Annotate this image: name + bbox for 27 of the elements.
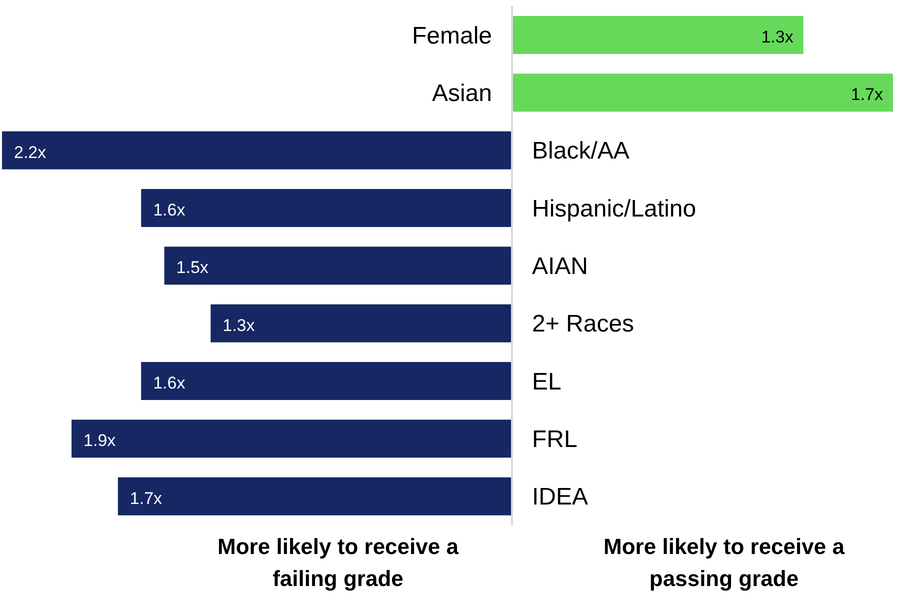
data-label: 1.5x bbox=[176, 258, 209, 278]
y-tick-label: EL bbox=[532, 368, 562, 396]
y-tick-label: Asian bbox=[432, 80, 492, 108]
data-label: 1.7x bbox=[130, 488, 163, 508]
data-label: 1.6x bbox=[153, 200, 186, 220]
y-tick-label: Female bbox=[412, 22, 492, 50]
bar bbox=[210, 304, 512, 342]
bar bbox=[141, 362, 512, 400]
bar bbox=[2, 131, 512, 170]
bar bbox=[72, 420, 512, 458]
y-tick-label: 2+ Races bbox=[532, 310, 634, 338]
data-label: 1.3x bbox=[761, 28, 794, 46]
x-axis-title: More likely to receive a passing grade bbox=[602, 533, 846, 593]
y-tick-label: Black/AA bbox=[532, 138, 630, 165]
data-label: 1.7x bbox=[850, 85, 884, 104]
data-label: 1.3x bbox=[222, 316, 256, 335]
data-label: 1.9x bbox=[84, 431, 116, 450]
bar bbox=[118, 477, 512, 516]
y-tick-label: Hispanic/Latino bbox=[532, 195, 696, 222]
y-tick-label: FRL bbox=[532, 426, 578, 454]
data-label: 2.2x bbox=[14, 142, 47, 162]
data-label: 1.6x bbox=[153, 374, 186, 392]
bar bbox=[141, 189, 512, 227]
y-tick-label: AIAN bbox=[532, 253, 588, 280]
y-tick-label: IDEA bbox=[532, 484, 588, 511]
x-axis-title: More likely to receive a failing grade bbox=[216, 533, 460, 593]
bar bbox=[164, 246, 512, 285]
